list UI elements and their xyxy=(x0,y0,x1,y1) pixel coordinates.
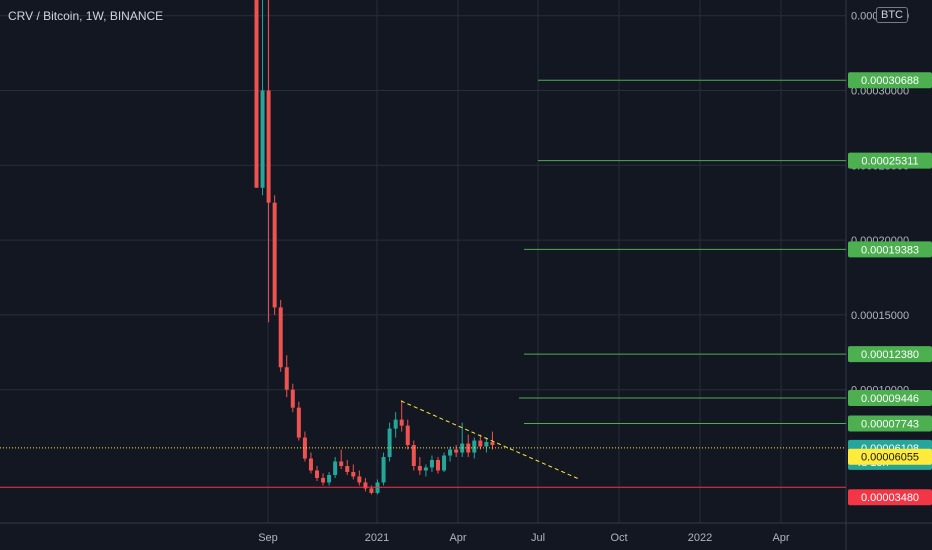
candle-body xyxy=(387,428,392,458)
candle-body xyxy=(405,425,410,446)
level-price-label: 0.00007743 xyxy=(861,418,919,430)
x-tick-label: Oct xyxy=(610,532,627,544)
candle-body xyxy=(381,457,386,483)
x-tick-label: Sep xyxy=(258,532,278,544)
candle-body xyxy=(327,474,332,483)
candle-body xyxy=(484,442,489,447)
candle-body xyxy=(423,467,428,471)
y-tick-label: 0.00030000 xyxy=(851,86,909,98)
candle-body xyxy=(393,419,398,429)
candle-body xyxy=(429,460,434,468)
candle-body xyxy=(290,389,295,408)
level-price-label-bg xyxy=(848,415,932,432)
level-price-label: 0.00009446 xyxy=(861,393,919,405)
level-price-label: 0.00012380 xyxy=(861,349,919,361)
candle-body xyxy=(284,367,289,390)
candle-body xyxy=(308,458,313,471)
candle-body xyxy=(363,482,368,489)
chart-title: CRV / Bitcoin, 1W, BINANCE xyxy=(8,9,164,23)
candle-body xyxy=(417,465,422,471)
x-tick-label: 2022 xyxy=(688,532,712,544)
candle-body xyxy=(442,455,447,471)
level-price-label: 0.00025311 xyxy=(861,156,918,168)
candle-body xyxy=(448,449,453,456)
candle-body xyxy=(357,476,362,483)
x-tick-label: Apr xyxy=(449,532,466,544)
level-price-label-bg xyxy=(848,389,932,406)
candle-body xyxy=(272,202,277,308)
support-price-label-bg xyxy=(848,489,932,506)
candle-body xyxy=(454,449,459,453)
level-price-label-bg xyxy=(848,241,932,258)
candle-body xyxy=(436,460,440,471)
dotted-level-label-bg xyxy=(848,448,932,465)
level-price-label-bg xyxy=(848,72,932,89)
candle-body xyxy=(339,461,344,466)
level-price-label-bg xyxy=(848,152,932,169)
candle-body xyxy=(260,90,265,188)
level-price-label: 0.00019383 xyxy=(861,244,919,256)
candle-body xyxy=(333,461,338,475)
candle-body xyxy=(369,488,374,493)
candle-body xyxy=(472,440,477,453)
candle-body xyxy=(411,445,416,466)
candle-body xyxy=(490,442,495,446)
dotted-level-label: 0.00006055 xyxy=(861,452,919,464)
level-price-label-bg xyxy=(848,346,932,363)
level-price-label: 0.00030688 xyxy=(861,75,919,87)
x-tick-label: Jul xyxy=(531,532,545,544)
candle-body xyxy=(278,307,283,368)
x-tick-label: Apr xyxy=(772,532,789,544)
currency-badge[interactable]: BTC xyxy=(876,7,908,23)
candle-body xyxy=(399,419,404,426)
candle-body xyxy=(478,440,483,447)
trendline xyxy=(400,400,581,480)
candle-body xyxy=(302,437,307,459)
candle-body xyxy=(351,471,356,477)
x-tick-label: 2021 xyxy=(365,532,389,544)
candle-body xyxy=(296,407,301,438)
candle-body xyxy=(345,465,350,472)
candle-body xyxy=(321,477,326,483)
y-tick-label: 0.00015000 xyxy=(851,310,909,322)
candle-body xyxy=(254,0,259,188)
candle-body xyxy=(266,90,271,203)
support-price-label: 0.00003480 xyxy=(861,492,919,504)
candle-body xyxy=(315,470,319,478)
